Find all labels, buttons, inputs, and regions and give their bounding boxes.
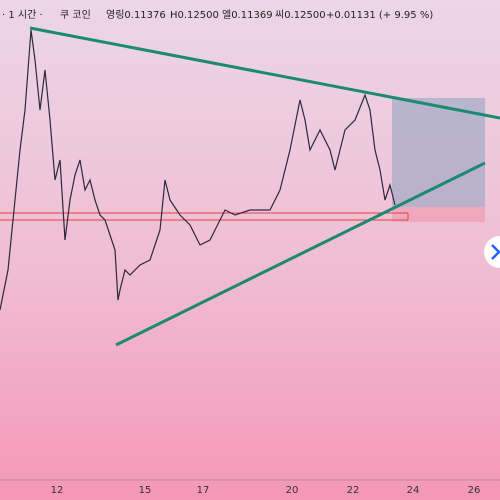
x-tick-label: 12: [51, 485, 64, 496]
price-line: [0, 29, 396, 311]
x-axis: 12 15 17 20 22 24 26: [51, 485, 481, 496]
target-box: [392, 98, 485, 207]
open: 영링0.11376: [106, 9, 166, 21]
low: 엘0.11369: [222, 8, 273, 21]
x-tick-label: 22: [347, 485, 360, 496]
x-tick-label: 15: [139, 485, 152, 496]
change: +0.01131 (+ 9.95 %): [326, 10, 433, 21]
x-tick-label: 17: [197, 485, 210, 496]
lower-trendline: [115, 161, 486, 347]
interval: · 1 시간 ·: [2, 9, 43, 21]
upper-trendline: [29, 26, 500, 120]
symbol: 쿠 코인: [60, 9, 91, 21]
scroll-button[interactable]: [484, 236, 500, 268]
stop-box: [392, 207, 485, 222]
close: 씨0.12500: [275, 9, 326, 21]
x-tick-label: 20: [286, 485, 299, 496]
x-tick-label: 26: [468, 485, 481, 496]
x-tick-label: 24: [407, 485, 420, 496]
header: · 1 시간 · 쿠 코인 영링0.11376 H0.12500 엘0.1136…: [2, 8, 433, 21]
high: H0.12500: [170, 10, 219, 21]
scroll-icon: [491, 244, 500, 260]
